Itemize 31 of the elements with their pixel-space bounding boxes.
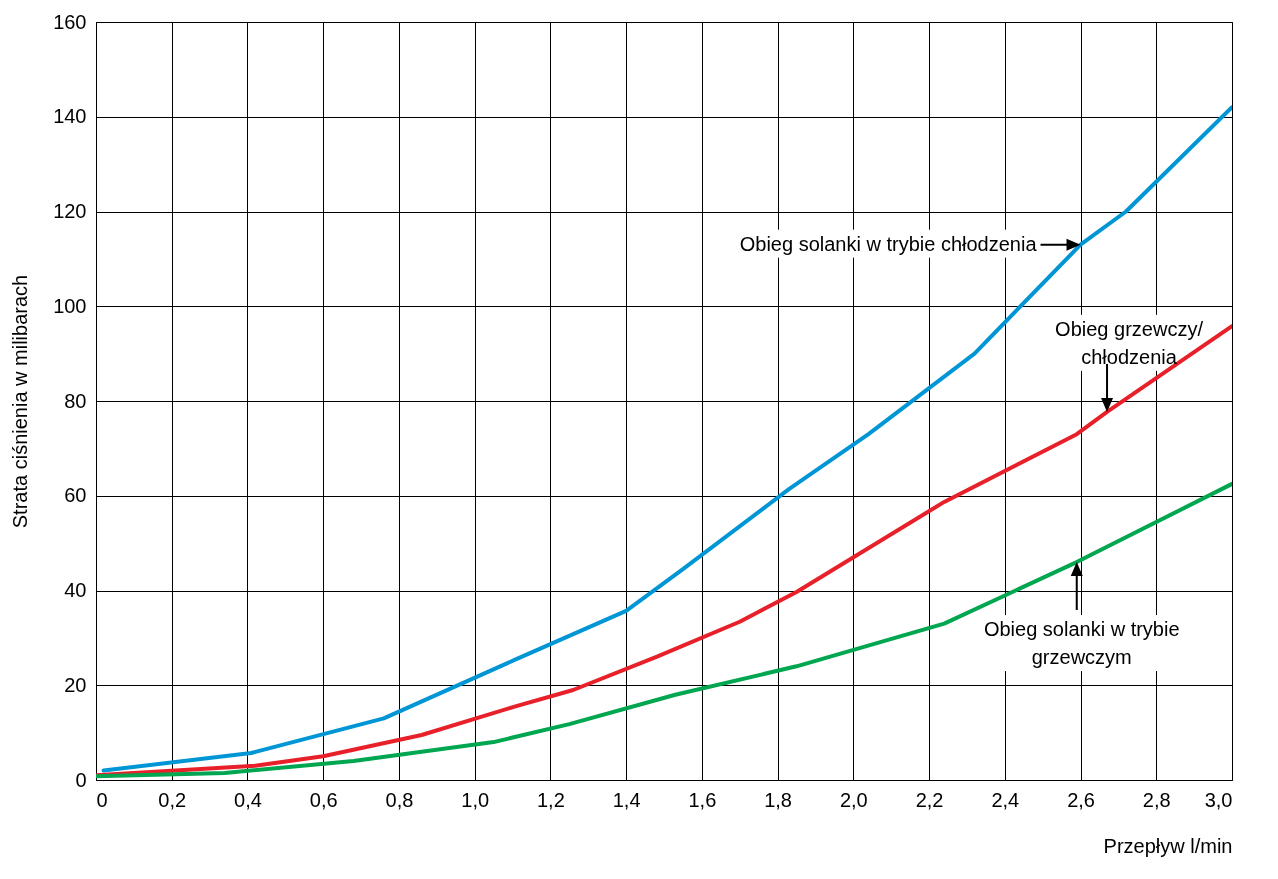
x-tick-label: 0 <box>96 788 108 811</box>
x-tick-label: 0,2 <box>158 788 187 811</box>
y-axis-title: Strata ciśnienia w milibarach <box>9 274 32 529</box>
y-tick-label: 80 <box>64 389 87 412</box>
x-tick-label: 0,6 <box>309 788 338 811</box>
annotation: Obieg solanki w trybie chłodzenia <box>739 232 1038 255</box>
annotation: Obieg solanki w trybie grzewczym <box>983 618 1180 669</box>
x-tick-label: 2,4 <box>991 788 1020 811</box>
y-tick-label: 20 <box>64 673 87 696</box>
x-tick-label: 0,8 <box>385 788 414 811</box>
x-tick-label: 1,6 <box>688 788 717 811</box>
y-tick-label: 140 <box>53 105 87 128</box>
x-tick-label: 1,0 <box>461 788 490 811</box>
y-tick-label: 100 <box>53 294 87 317</box>
y-tick-label: 40 <box>64 579 87 601</box>
x-tick-label: 2,8 <box>1142 788 1171 811</box>
line-series <box>101 105 1232 773</box>
x-tick-label: 1,8 <box>764 788 793 811</box>
x-tick-label: 3,0 <box>1204 788 1233 811</box>
x-tick-label: 1,2 <box>536 788 565 811</box>
annotation: Obieg grzewczy/ chłodzenia <box>1055 317 1204 368</box>
y-tick-label: 120 <box>53 200 87 222</box>
x-tick-label: 1,4 <box>612 788 641 811</box>
y-tick-label: 60 <box>64 484 87 507</box>
x-tick-label: 0,4 <box>234 788 262 811</box>
x-tick-label: 2,0 <box>839 788 868 811</box>
x-tick-label: 2,2 <box>915 788 944 811</box>
x-tick-label: 2,6 <box>1067 788 1095 811</box>
y-tick-label: 0 <box>75 768 87 791</box>
y-tick-label: 160 <box>53 10 87 33</box>
x-axis-title: Przepływ l/min <box>1103 834 1233 857</box>
